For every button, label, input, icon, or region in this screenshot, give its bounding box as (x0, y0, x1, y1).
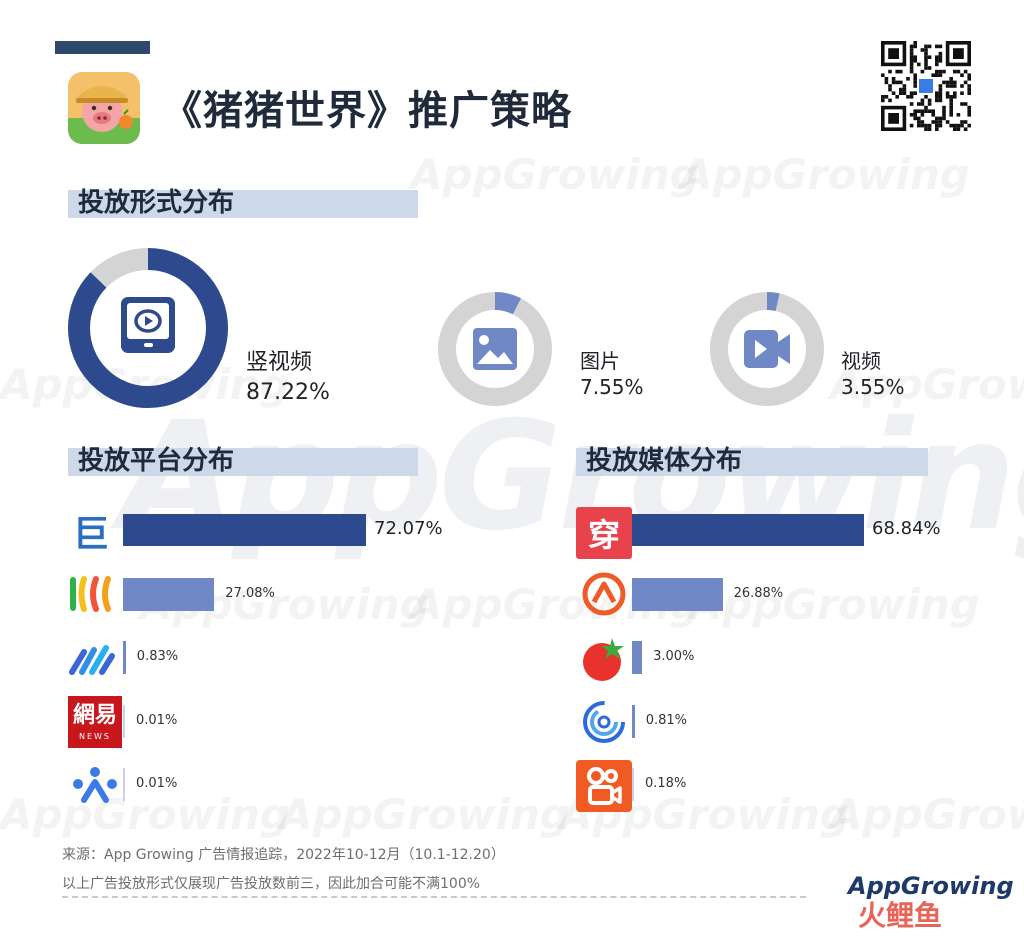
header-accent-bar (55, 41, 150, 54)
watermark: AppGrowing (0, 790, 290, 839)
tablet-video-icon (121, 297, 175, 353)
corner-brand: 火鲤鱼 (858, 899, 943, 932)
platform-bar-0 (123, 514, 366, 546)
platform-bar-1 (123, 578, 215, 611)
donut-arc-video (710, 292, 824, 406)
platform-value-label-1: 27.08% (225, 586, 275, 601)
netease-news-logo: 網易 NEWS (68, 696, 122, 748)
youlianghui-logo (582, 572, 626, 616)
tencent-ads-logo (70, 576, 111, 612)
donut-arc-image (438, 292, 552, 406)
platform-value-label-2: 0.83% (136, 649, 179, 664)
section-title-media: 投放媒体分布 (586, 446, 743, 476)
media-bar-2 (632, 641, 643, 674)
pangle-logo-text: 穿 (587, 516, 620, 554)
section-bar-format (68, 190, 418, 218)
media-bar-1 (632, 578, 723, 611)
page-title: 《猪猪世界》推广策略 (162, 88, 572, 134)
donut-image (438, 292, 552, 406)
media-value-label-0: 68.84% (872, 518, 941, 539)
kuaishou-logo (576, 760, 632, 812)
platform-bar-3 (123, 705, 125, 738)
coverage-note: 以上广告投放形式仅展现广告投放数前三，因此加合可能不满100% (62, 876, 481, 892)
media-value-label-4: 0.18% (645, 776, 687, 791)
game-icon (68, 72, 140, 144)
watermark: AppGrowing (680, 150, 970, 199)
video-camera-icon (744, 330, 790, 368)
platform-value-label-0: 72.07% (374, 518, 443, 539)
label-video: 视频 3.55% (841, 348, 905, 400)
value-vertical-video: 87.22% (246, 380, 330, 405)
section-bar-platform (68, 448, 418, 476)
qr-code (876, 36, 976, 136)
donut-arc-vertical-video (68, 248, 228, 408)
baidu-ads-logo (69, 645, 115, 675)
watermark: AppGrowing (830, 360, 1024, 409)
pangle-logo: 穿 (576, 507, 632, 559)
category-video: 视频 (841, 349, 881, 373)
platform-value-label-4: 0.01% (136, 776, 178, 791)
source-note: 来源：App Growing 广告情报追踪，2022年10-12月（10.1-1… (62, 847, 505, 863)
media-bar-4 (632, 768, 634, 801)
media-bar-0 (632, 514, 864, 546)
brand-logo: AppGrowing (848, 872, 1014, 900)
watermark: AppGrowing (410, 150, 700, 199)
label-image: 图片 7.55% (580, 348, 644, 400)
image-icon (473, 328, 517, 370)
platform-bar-2 (123, 641, 126, 674)
section-title-platform: 投放平台分布 (78, 446, 235, 476)
media-value-label-2: 3.00% (653, 649, 695, 664)
tomato-novel-logo (583, 638, 624, 681)
donut-vertical-video (68, 248, 228, 408)
watermark: AppGrowing (690, 580, 980, 629)
donut-video (710, 292, 824, 406)
media-value-label-1: 26.88% (733, 586, 784, 601)
section-title-format: 投放形式分布 (78, 188, 235, 218)
category-image: 图片 (580, 349, 620, 373)
media-value-label-3: 0.81% (645, 713, 688, 728)
watermark: AppGrowing (830, 790, 1024, 839)
netease-logo-subtext: NEWS (78, 732, 112, 741)
media-bar-3 (632, 705, 635, 738)
ocean-engine-logo-text: 巨 (72, 514, 109, 555)
label-vertical-video: 竖视频 87.22% (246, 348, 330, 408)
value-video: 3.55% (841, 375, 905, 399)
netease-logo-text: 網易 (72, 703, 117, 728)
section-bar-media (576, 448, 928, 476)
baiqingteng-logo (583, 701, 625, 743)
vivo-ads-logo (73, 767, 117, 803)
platform-value-label-3: 0.01% (136, 713, 178, 728)
footer-divider (62, 896, 806, 898)
watermark: AppGrowing (280, 790, 570, 839)
category-vertical-video: 竖视频 (246, 350, 313, 375)
ocean-engine-logo: 巨 (68, 510, 114, 555)
platform-bar-4 (123, 768, 125, 801)
value-image: 7.55% (580, 375, 644, 399)
